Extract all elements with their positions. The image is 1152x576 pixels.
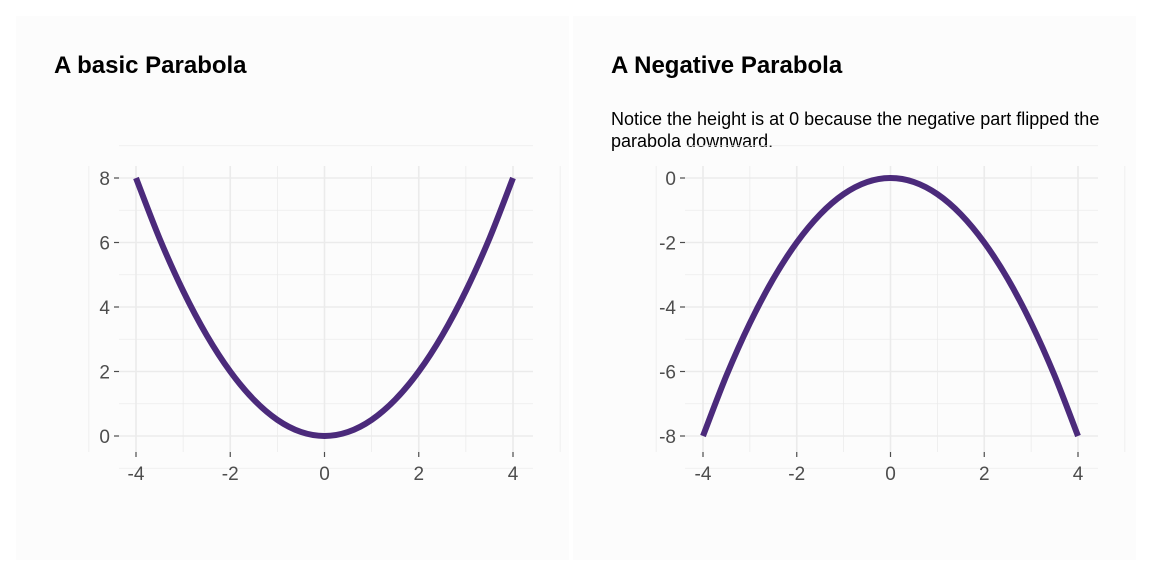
x-tick-label: 4: [508, 464, 519, 485]
grid: [88, 145, 561, 469]
x-tick-label: -4: [695, 464, 712, 485]
y-tick-label: -8: [659, 427, 676, 448]
axes: -8 -6 -4 -2 0 -4 -2 0 2 4: [659, 169, 1084, 485]
chart-panel-negative-parabola: A Negative Parabola Notice the height is…: [573, 16, 1136, 560]
y-tick-label: -2: [659, 234, 676, 255]
y-tick-label: 4: [99, 298, 110, 319]
x-tick-label: -2: [788, 464, 805, 485]
x-tick-label: -4: [128, 464, 145, 485]
x-tick-label: 0: [319, 464, 330, 485]
plot-area: -8 -6 -4 -2 0 -4 -2 0 2 4: [655, 145, 1126, 485]
y-tick-label: -6: [659, 363, 676, 384]
parabola-line: [700, 175, 1081, 438]
chart-panel-basic-parabola: A basic Parabola 0 2 4 6 8 -4 -2 0 2 4: [16, 16, 569, 560]
plot-area: 0 2 4 6 8 -4 -2 0 2 4: [88, 145, 561, 485]
chart-title: A Negative Parabola: [611, 52, 843, 79]
parabola-line: [133, 176, 516, 439]
x-tick-label: 2: [413, 464, 424, 485]
x-tick-label: 0: [885, 464, 896, 485]
y-tick-label: 2: [99, 363, 110, 384]
axes: 0 2 4 6 8 -4 -2 0 2 4: [99, 169, 518, 485]
y-tick-label: 8: [99, 169, 110, 190]
y-tick-label: 6: [99, 234, 110, 255]
x-tick-label: 2: [979, 464, 990, 485]
y-tick-label: 0: [99, 427, 110, 448]
chart-title: A basic Parabola: [54, 52, 247, 79]
y-tick-label: 0: [665, 169, 676, 190]
x-tick-label: -2: [222, 464, 239, 485]
y-tick-label: -4: [659, 298, 676, 319]
x-tick-label: 4: [1073, 464, 1084, 485]
grid: [655, 145, 1126, 469]
